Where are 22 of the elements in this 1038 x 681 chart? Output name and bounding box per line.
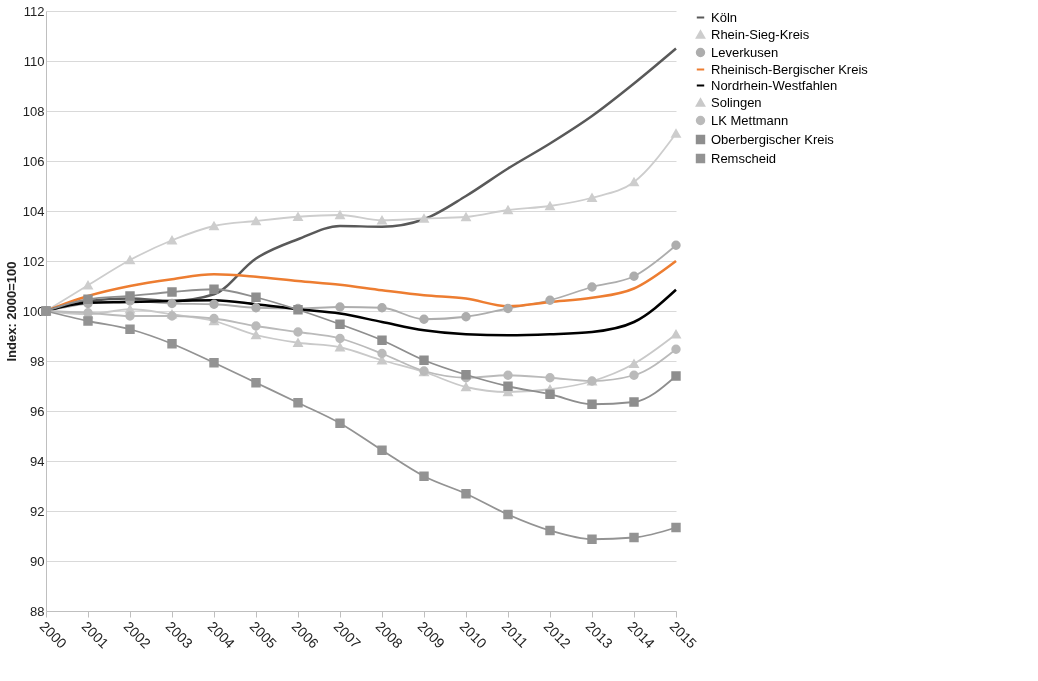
legend-label: Rhein-Sieg-Kreis [711, 26, 810, 42]
y-tick-label: 96 [30, 403, 45, 419]
y-tick-label: 98 [30, 353, 45, 369]
y-tick-label: 92 [30, 503, 45, 519]
y-tick-label: 102 [22, 253, 45, 269]
legend-label: Leverkusen [711, 44, 779, 60]
legend-label: Solingen [711, 94, 762, 110]
legend-label: Remscheid [711, 150, 777, 166]
legend-label: Nordrhein-Westfahlen [711, 77, 838, 93]
legend-label: Köln [711, 9, 738, 25]
y-tick-label: 108 [22, 103, 45, 119]
y-tick-label: 104 [22, 203, 45, 219]
y-axis-title: Index: 2000=100 [3, 261, 19, 362]
y-tick-label: 112 [23, 3, 45, 19]
y-tick-label: 90 [30, 553, 45, 569]
y-tick-label: 94 [30, 453, 45, 469]
legend-label: LK Mettmann [711, 112, 789, 128]
y-tick-label: 110 [23, 53, 45, 69]
y-tick-label: 88 [30, 603, 45, 619]
legend-label: Rheinisch-Bergischer Kreis [711, 61, 869, 77]
y-tick-label: 106 [22, 153, 45, 169]
legend-label: Oberbergischer Kreis [711, 131, 835, 147]
